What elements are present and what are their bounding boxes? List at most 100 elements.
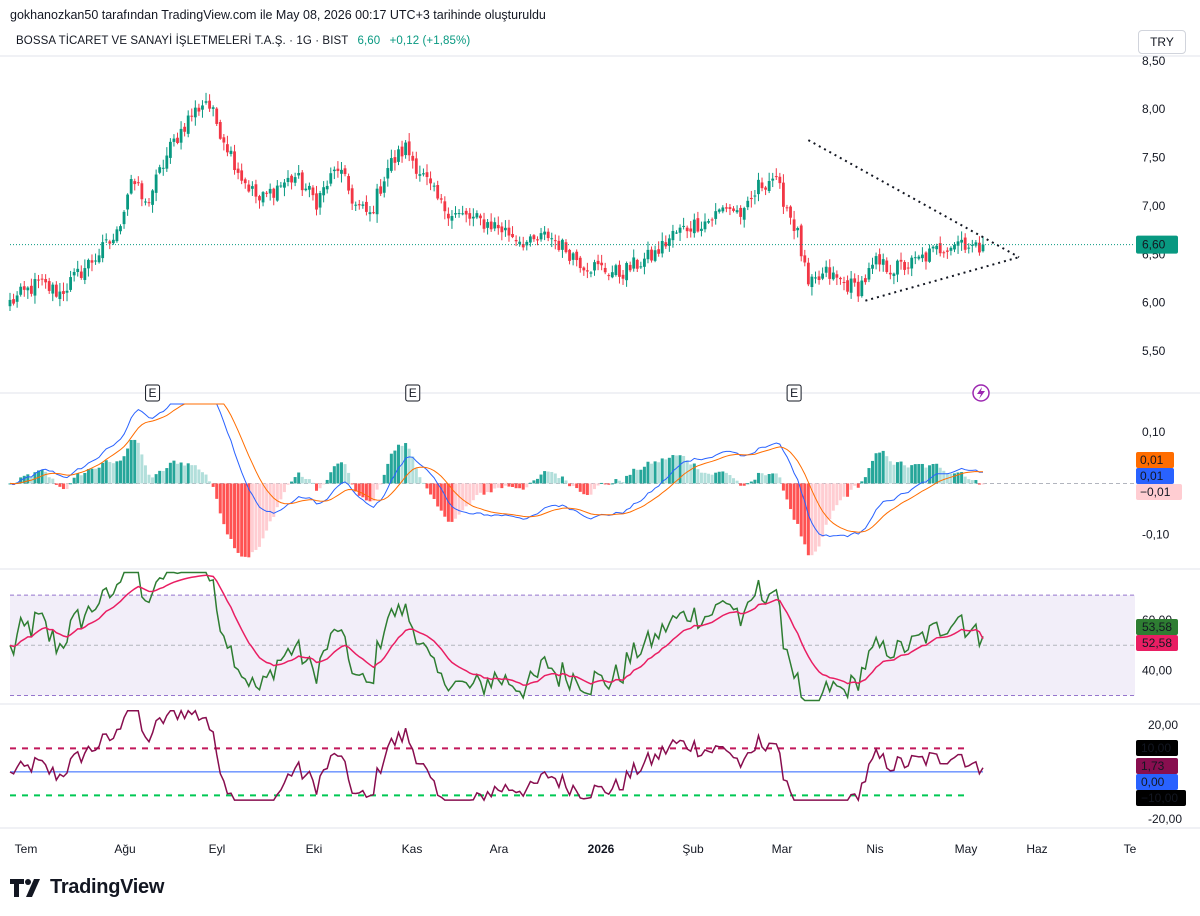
- time-axis-tick: Ara: [490, 842, 509, 856]
- macd-histogram-bar: [699, 472, 703, 484]
- macd-histogram-bar: [51, 478, 55, 484]
- candle: [849, 270, 853, 299]
- candle: [842, 276, 846, 291]
- candle: [443, 196, 447, 220]
- candle-body: [960, 239, 964, 243]
- candle-body: [293, 177, 297, 183]
- candle-body: [607, 275, 611, 277]
- macd-histogram-bar: [471, 483, 475, 501]
- candle-body: [265, 192, 269, 194]
- macd-histogram-bar: [108, 461, 112, 484]
- macd-histogram-bar: [457, 483, 461, 515]
- macd-histogram-bar: [343, 464, 347, 484]
- macd-histogram-bar: [282, 483, 286, 493]
- candle: [268, 183, 272, 201]
- candle: [585, 262, 589, 279]
- macd-histogram-bar: [756, 472, 760, 484]
- candle-body: [828, 267, 832, 279]
- candle-body: [493, 222, 497, 229]
- macd-histogram-bar: [799, 483, 803, 537]
- candle-body: [15, 295, 19, 302]
- macd-histogram-bar: [525, 483, 529, 488]
- candle-body: [179, 128, 183, 143]
- earnings-box: [786, 384, 802, 402]
- candle: [710, 217, 714, 227]
- candle: [974, 240, 978, 248]
- triangle-upper-line: [807, 139, 1020, 259]
- tradingview-logo[interactable]: TradingView: [10, 876, 164, 899]
- time-axis-tick: Mar: [772, 842, 793, 856]
- candle: [828, 259, 832, 285]
- candle-body: [593, 262, 596, 271]
- candle-body: [504, 227, 507, 231]
- candle: [429, 171, 432, 191]
- macd-histogram-bar: [778, 477, 782, 484]
- macd-histogram-bar: [628, 474, 632, 484]
- candle: [732, 206, 735, 213]
- candle: [568, 248, 571, 265]
- macd-histogram-bar: [233, 483, 237, 549]
- candle-body: [22, 286, 26, 290]
- candle-body: [575, 251, 579, 261]
- macd-histogram-bar: [136, 442, 140, 484]
- candle-body: [268, 188, 272, 194]
- currency-button[interactable]: TRY: [1138, 30, 1186, 54]
- candle-body: [54, 284, 58, 297]
- macd-histogram-bar: [436, 483, 440, 507]
- candle: [119, 224, 122, 235]
- macd-histogram-bar: [689, 464, 693, 484]
- candle: [151, 189, 154, 213]
- candle-body: [457, 213, 461, 215]
- candle: [667, 234, 671, 252]
- candle-body: [325, 185, 329, 190]
- candle-body: [810, 276, 814, 288]
- candle-body: [158, 167, 162, 173]
- candle-body: [229, 150, 233, 154]
- macd-histogram-bar: [796, 483, 800, 524]
- candle-body: [785, 207, 789, 209]
- earnings-label: E: [790, 386, 798, 400]
- candle-body: [404, 142, 408, 156]
- macd-histogram-bar: [571, 483, 575, 487]
- candle: [140, 180, 144, 207]
- candle-body: [429, 178, 432, 184]
- candle-body: [860, 280, 864, 297]
- candle-body: [379, 186, 383, 194]
- macd-histogram-bar: [528, 482, 532, 484]
- candle-body: [885, 260, 889, 273]
- candle: [664, 235, 668, 249]
- macd-value-label: 0,01: [1140, 469, 1164, 483]
- brand-name: TradingView: [50, 876, 165, 898]
- macd-histogram-bar: [250, 483, 254, 553]
- candle-body: [878, 254, 882, 265]
- candle: [635, 258, 639, 272]
- macd-histogram-bar: [724, 472, 728, 484]
- macd-histogram-bar: [439, 483, 443, 511]
- macd-histogram-bar: [514, 483, 518, 489]
- candle-body: [489, 221, 493, 230]
- candle: [247, 180, 251, 193]
- candle-body: [621, 274, 625, 279]
- candle: [197, 103, 201, 116]
- candle: [903, 260, 906, 276]
- candle-body: [678, 227, 682, 233]
- candle: [322, 181, 326, 203]
- candle-body: [111, 239, 115, 244]
- candle: [614, 263, 618, 277]
- candle: [589, 271, 593, 278]
- candle-body: [881, 259, 885, 265]
- candle-body: [521, 243, 525, 248]
- time-axis-tick: 2026: [588, 842, 615, 856]
- candle: [425, 164, 429, 186]
- macd-histogram-bar: [792, 483, 796, 520]
- time-axis-tick: Haz: [1026, 842, 1047, 856]
- macd-histogram-bar: [332, 466, 336, 484]
- candle-body: [806, 262, 810, 285]
- symbol-price: 6,60: [357, 35, 381, 47]
- macd-histogram-bar: [813, 483, 817, 552]
- rsi-axis-tick: 40,00: [1142, 663, 1172, 677]
- candle: [471, 208, 475, 227]
- macd-value-label: −0,01: [1140, 485, 1171, 499]
- candle: [457, 209, 461, 218]
